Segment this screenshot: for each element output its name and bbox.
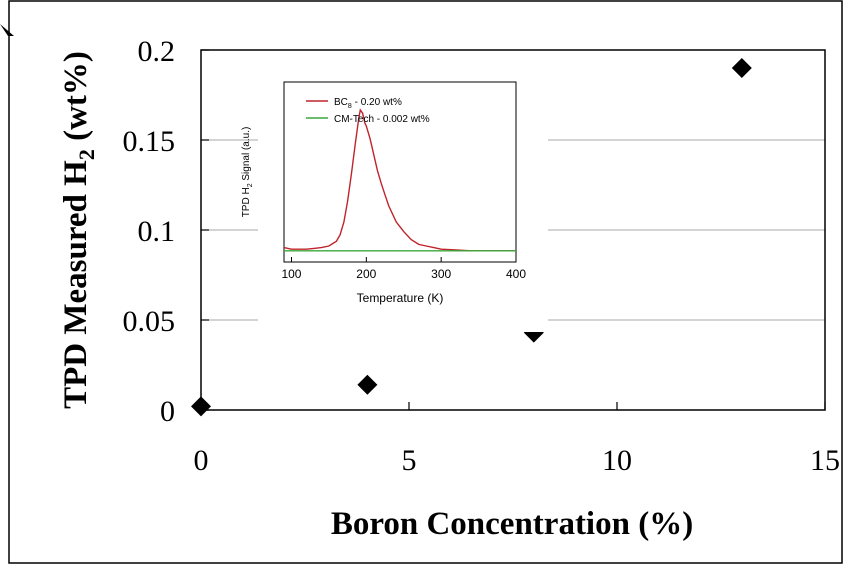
- main-x-ticks: 0 5 10 15: [194, 402, 840, 477]
- inset-x-tick-label: 400: [506, 267, 526, 281]
- inset-series-lines: [283, 108, 516, 252]
- inset-background: [258, 70, 548, 332]
- main-x-tick-label: 5: [402, 444, 417, 477]
- inset-x-tick-label: 100: [281, 267, 301, 281]
- inset-legend: BC8 - 0.20 wt% CM-Tech - 0.002 wt%: [306, 97, 430, 125]
- inset-x-ticks: 100 200 300 400: [281, 257, 526, 281]
- inset-x-axis-label: Temperature (K): [357, 291, 444, 305]
- inset-x-tick-label: 300: [431, 267, 451, 281]
- series-line-bc8: [283, 108, 516, 252]
- main-x-axis-label: Boron Concentration (%): [331, 506, 693, 542]
- legend-label-cm-tech: CM-Tech - 0.002 wt%: [334, 114, 430, 125]
- main-x-tick-label: 0: [194, 444, 209, 477]
- inset-x-tick-label: 200: [356, 267, 376, 281]
- cursor-arrow-icon: [0, 24, 14, 36]
- main-x-tick-label: 10: [602, 444, 632, 477]
- legend-label-bc8: BC8 - 0.20 wt%: [334, 97, 402, 110]
- inset-y-axis-label: TPD H2 Signal (a.u.): [241, 127, 254, 218]
- data-point-diamond: [357, 374, 378, 395]
- data-point-diamond: [731, 58, 752, 78]
- main-y-axis-label: TPD Measured H2 (wt%): [58, 51, 99, 409]
- inset-plot-area: [283, 81, 517, 263]
- data-point-diamond: [191, 396, 211, 417]
- main-data-points: [191, 58, 752, 417]
- main-y-tick-label: 0.1: [138, 215, 176, 248]
- main-y-tick-label: 0.05: [123, 305, 176, 338]
- figure-border: [8, 0, 843, 564]
- main-y-tick-label: 0.2: [138, 35, 176, 68]
- main-y-ticks: 0 0.05 0.1 0.15 0.2: [123, 35, 209, 428]
- main-y-tick-label: 0.15: [123, 125, 176, 158]
- main-y-tick-label: 0: [160, 395, 175, 428]
- main-x-tick-label: 15: [810, 444, 840, 477]
